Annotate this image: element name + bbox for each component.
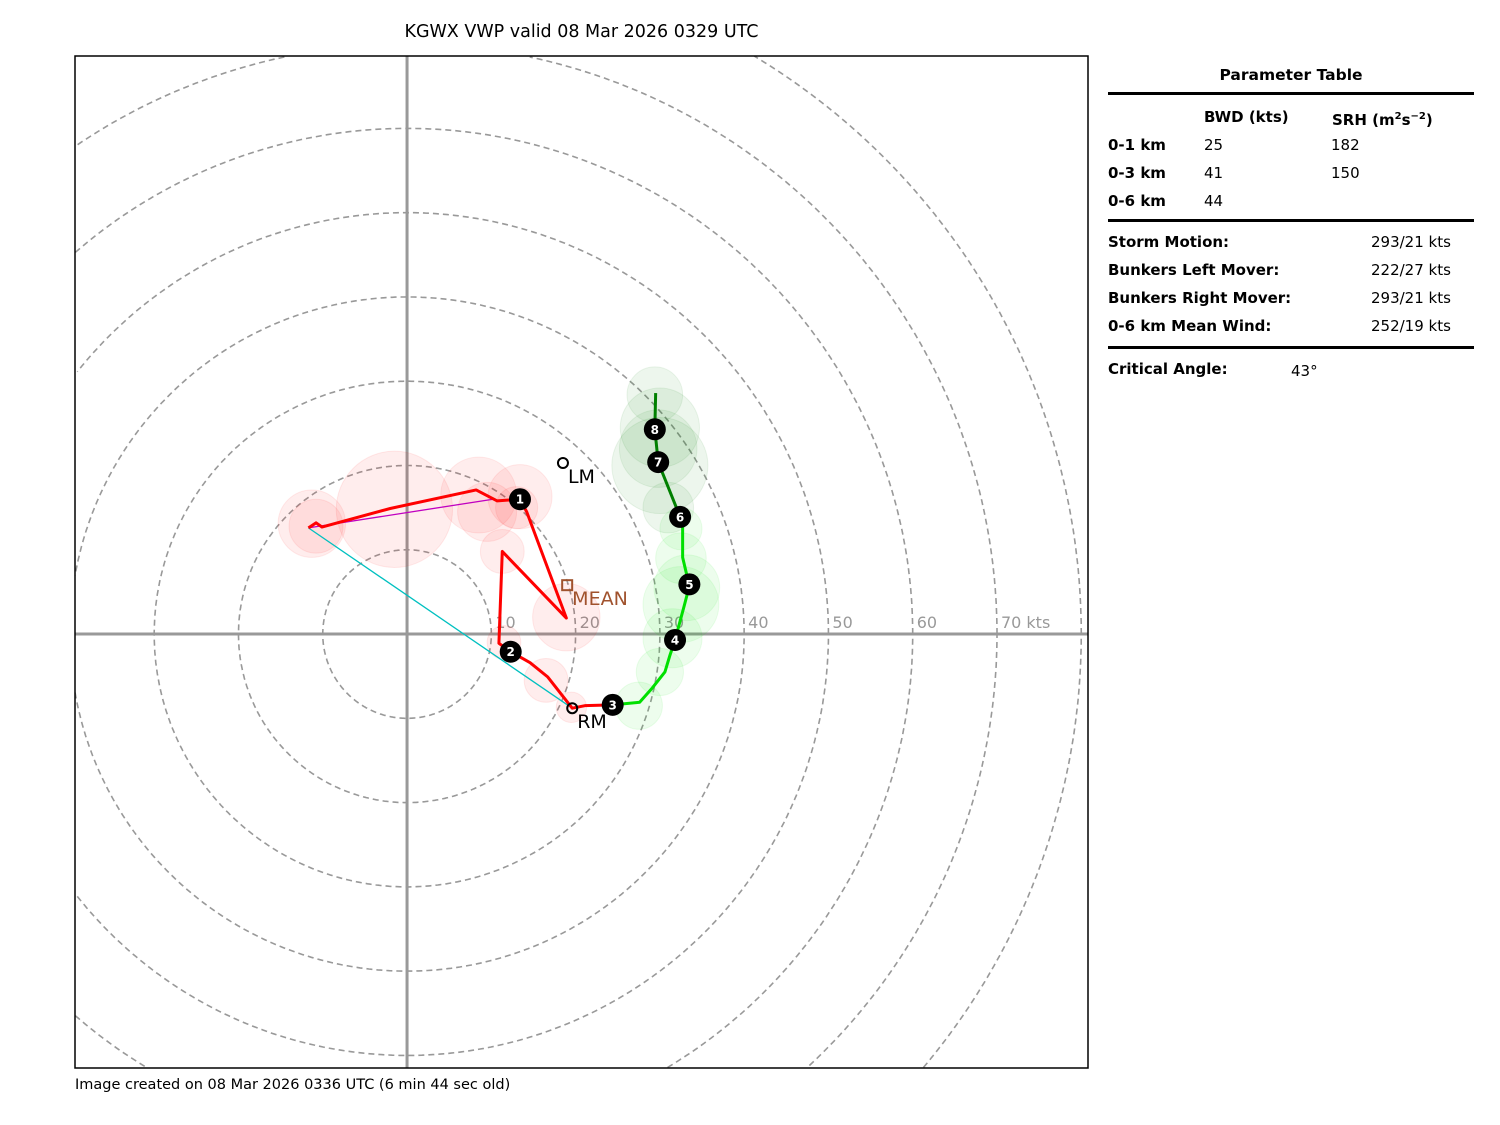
divider xyxy=(1108,92,1474,95)
motion-row: Storm Motion: 293/21 kts xyxy=(1108,228,1474,256)
critical-angle-label: Critical Angle: xyxy=(1108,360,1228,378)
motion-label: Bunkers Left Mover: xyxy=(1108,261,1280,279)
motion-row: Bunkers Right Mover: 293/21 kts xyxy=(1108,284,1474,312)
chart-title: KGWX VWP valid 08 Mar 2026 0329 UTC xyxy=(404,22,759,42)
hodograph-trace-0-3-km xyxy=(307,488,613,710)
plot-frame xyxy=(74,55,1089,1069)
height-marker xyxy=(664,628,687,651)
height-marker xyxy=(678,573,701,596)
bwd-value: 25 xyxy=(1204,136,1224,154)
divider xyxy=(1108,219,1474,222)
height-marker-label: 2 xyxy=(507,645,515,659)
height-marker-label: 7 xyxy=(654,456,662,470)
height-marker-label: 5 xyxy=(685,578,693,592)
motion-value: 222/27 kts xyxy=(1371,261,1451,279)
storm-motion-marker xyxy=(556,456,569,469)
storm-point-label: MEAN xyxy=(572,588,628,610)
parameter-table-title: Parameter Table xyxy=(1219,66,1363,84)
col-srh-header: SRH (m2s−2) xyxy=(1332,111,1433,129)
range-ring xyxy=(74,296,745,635)
storm-point-label: RM xyxy=(577,711,607,733)
height-marker xyxy=(643,418,666,441)
layer-row: 0-3 km 41 150 xyxy=(1108,159,1474,187)
bwd-value: 44 xyxy=(1204,192,1224,210)
parameter-table: Parameter Table BWD (kts) SRH (m2s−2) 0-… xyxy=(1108,66,1474,383)
col-bwd-header: BWD (kts) xyxy=(1204,108,1289,126)
storm-point-label: LM xyxy=(568,466,595,488)
motion-value: 293/21 kts xyxy=(1371,233,1451,251)
ring-label: 60 xyxy=(917,613,937,632)
range-ring xyxy=(76,211,830,634)
critical-angle-row: Critical Angle: 43° xyxy=(1108,355,1474,383)
range-ring xyxy=(529,56,998,634)
range-ring xyxy=(753,55,1083,635)
range-ring xyxy=(667,634,914,1069)
range-ring xyxy=(237,464,577,804)
critical-angle-line xyxy=(308,527,573,709)
height-marker-label: 6 xyxy=(676,510,684,524)
uncertainty-circle xyxy=(277,489,347,558)
ring-label: 70 kts xyxy=(1001,613,1050,632)
range-ring xyxy=(922,633,1083,1068)
height-marker xyxy=(601,693,624,716)
ring-label: 20 xyxy=(580,613,600,632)
divider xyxy=(1108,346,1474,349)
range-ring xyxy=(808,634,998,1067)
layer-label: 0-6 km xyxy=(1108,192,1166,210)
uncertainty-circle xyxy=(635,647,684,697)
height-marker-label: 3 xyxy=(609,698,617,712)
uncertainty-circle xyxy=(523,657,569,703)
uncertainty-circle xyxy=(335,450,454,568)
height-marker xyxy=(669,505,692,528)
motion-label: Storm Motion: xyxy=(1108,233,1230,251)
bwd-value: 41 xyxy=(1204,164,1224,182)
image-created-footer: Image created on 08 Mar 2026 0336 UTC (6… xyxy=(75,1077,511,1093)
range-ring xyxy=(76,56,285,146)
table-header-row: BWD (kts) SRH (m2s−2) xyxy=(1108,103,1474,131)
height-marker xyxy=(647,451,670,474)
height-marker xyxy=(508,488,531,511)
motion-label: 0-6 km Mean Wind: xyxy=(1108,317,1272,335)
layer-row: 0-1 km 25 182 xyxy=(1108,131,1474,159)
motion-value: 293/21 kts xyxy=(1371,289,1451,307)
ring-label: 40 xyxy=(748,613,768,632)
hodograph-trace-6-km xyxy=(653,393,682,518)
motion-label: Bunkers Right Mover: xyxy=(1108,289,1292,307)
range-ring xyxy=(74,633,745,972)
height-marker-label: 1 xyxy=(516,493,524,507)
srh-value: 182 xyxy=(1331,136,1360,154)
layer-row: 0-6 km 44 xyxy=(1108,187,1474,215)
layer-label: 0-1 km xyxy=(1108,136,1166,154)
height-marker-label: 8 xyxy=(651,423,659,437)
range-ring xyxy=(74,1015,148,1069)
range-ring xyxy=(76,634,830,1057)
height-marker-label: 4 xyxy=(671,633,679,647)
ring-label: 50 xyxy=(832,613,852,632)
critical-angle-value: 43° xyxy=(1291,362,1318,380)
mean-wind-marker xyxy=(561,579,574,592)
storm-motion-marker xyxy=(566,702,579,715)
motion-row: Bunkers Left Mover: 222/27 kts xyxy=(1108,256,1474,284)
height-marker xyxy=(499,640,522,663)
motion-value: 252/19 kts xyxy=(1371,317,1451,335)
layer-label: 0-3 km xyxy=(1108,164,1166,182)
motion-row: 0-6 km Mean Wind: 252/19 kts xyxy=(1108,312,1474,340)
uncertainty-circle xyxy=(457,481,518,542)
srh-value: 150 xyxy=(1331,164,1360,182)
range-ring xyxy=(74,127,914,634)
